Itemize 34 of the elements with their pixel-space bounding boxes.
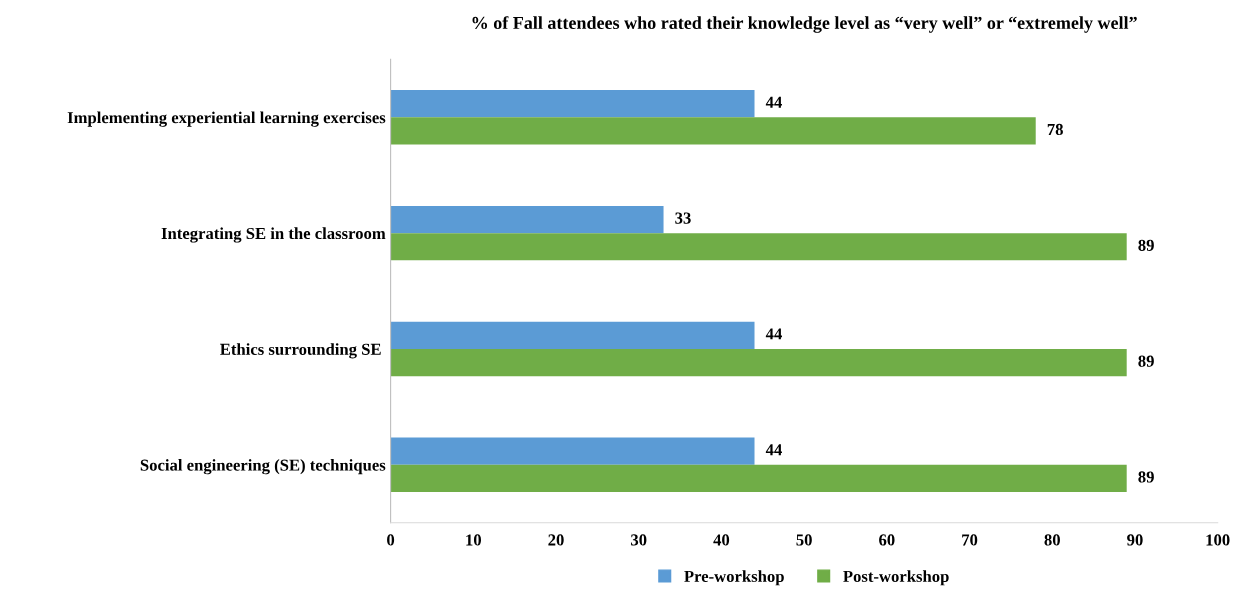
y-tick-label: Social engineering (SE) techniques <box>140 459 386 475</box>
y-tick-label: Ethics surrounding SE <box>220 343 381 359</box>
y-tick-label: Integrating SE in the classroom <box>161 227 386 243</box>
bar <box>390 205 664 234</box>
x-tick-label: 20 <box>548 534 564 546</box>
x-tick-label: 40 <box>713 534 730 546</box>
x-tick-label: 50 <box>796 534 812 546</box>
data-label: 33 <box>675 212 691 224</box>
x-tick-label: 70 <box>962 534 978 546</box>
x-tick-label: 90 <box>1127 534 1143 546</box>
legend-label: Pre-workshop <box>684 570 784 586</box>
data-label: 89 <box>1138 355 1154 367</box>
bar <box>390 437 755 465</box>
data-label: 78 <box>1047 123 1063 136</box>
x-tick-label: 10 <box>466 534 482 546</box>
data-label: 44 <box>765 96 782 108</box>
x-tick-label: 30 <box>631 534 647 546</box>
bar <box>390 233 1127 261</box>
bar <box>390 117 1036 145</box>
bar <box>390 90 755 118</box>
legend-label: Post-workshop <box>843 570 949 586</box>
data-label: 44 <box>765 444 782 456</box>
bar <box>390 348 1127 377</box>
chart-title: % of Fall attendees who rated their knowledge level as “very well” or “extremely well” <box>472 16 1137 33</box>
x-tick-label: 0 <box>387 534 395 546</box>
y-tick-label: Implementing experiential learning exercises <box>67 111 386 127</box>
data-label: 89 <box>1138 239 1154 251</box>
x-tick-label: 100 <box>1206 534 1230 546</box>
data-label: 89 <box>1138 471 1154 483</box>
bar <box>390 464 1127 493</box>
x-tick-label: 60 <box>879 534 895 546</box>
data-label: 44 <box>765 328 782 340</box>
x-tick-label: 80 <box>1044 534 1060 546</box>
bar <box>390 321 755 349</box>
